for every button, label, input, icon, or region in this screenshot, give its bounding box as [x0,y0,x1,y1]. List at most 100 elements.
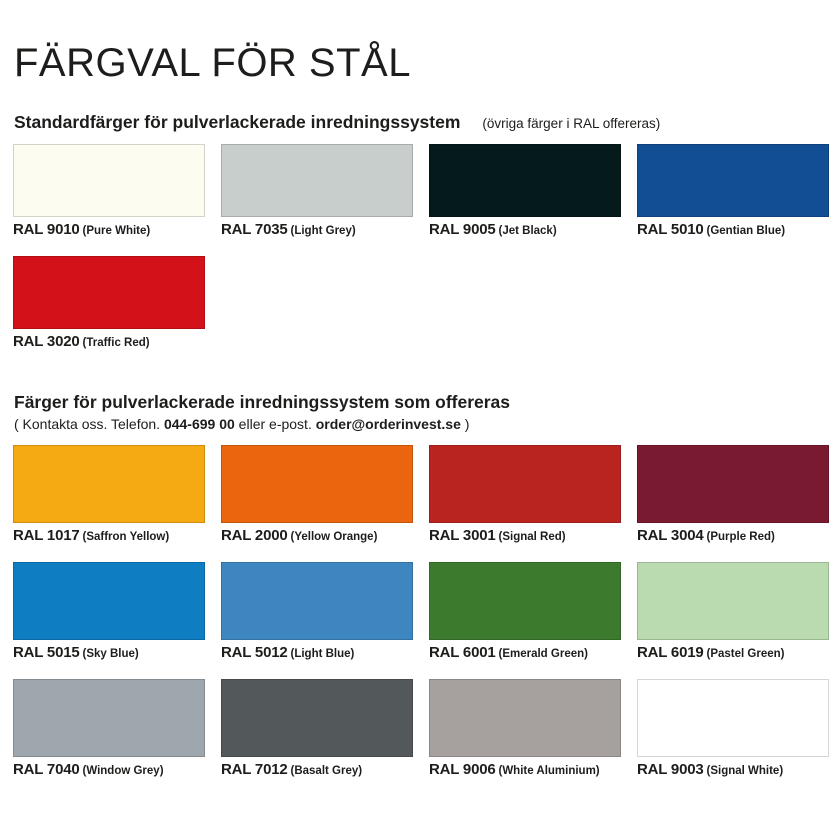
contact-info: ( Kontakta oss. Telefon. 044-699 00 elle… [14,415,840,433]
color-swatch [637,678,829,757]
color-swatch [429,143,621,217]
swatch-label: RAL 7040 (Window Grey) [13,761,205,780]
color-name: (Light Blue) [290,647,355,660]
swatch-card-ral-2000: RAL 2000 (Yellow Orange) [221,444,413,546]
color-name: (Saffron Yellow) [82,530,170,543]
swatch-card-ral-6019: RAL 6019 (Pastel Green) [637,561,829,663]
swatch-card-ral-9006: RAL 9006 (White Aluminium) [429,678,621,780]
color-swatch [221,678,413,757]
swatch-label: RAL 3020 (Traffic Red) [13,333,205,352]
contact-prefix: ( Kontakta oss. Telefon. [14,415,164,432]
color-name: (Pastel Green) [706,647,785,660]
ral-code: RAL 9006 [429,760,496,778]
color-swatch [13,678,205,757]
color-name: (Basalt Grey) [290,764,363,777]
color-swatch [13,143,205,217]
color-name: (Traffic Red) [82,336,150,349]
ral-code: RAL 3004 [637,526,704,544]
color-name: (Pure White) [82,224,151,237]
swatch-label: RAL 7035 (Light Grey) [221,221,413,240]
swatch-card-ral-5012: RAL 5012 (Light Blue) [221,561,413,663]
color-name: (Gentian Blue) [706,224,786,237]
ral-code: RAL 5012 [221,643,288,661]
swatch-label: RAL 5012 (Light Blue) [221,644,413,663]
color-swatch [221,561,413,640]
swatch-card-ral-1017: RAL 1017 (Saffron Yellow) [13,444,205,546]
ral-code: RAL 9010 [13,220,80,238]
color-swatch [13,255,205,329]
ral-code: RAL 1017 [13,526,80,544]
swatch-card-ral-3020: RAL 3020 (Traffic Red) [13,255,205,352]
color-name: (White Aluminium) [498,764,600,777]
ral-code: RAL 9005 [429,220,496,238]
color-swatch [429,561,621,640]
ral-code: RAL 9003 [637,760,704,778]
swatch-label: RAL 9003 (Signal White) [637,761,829,780]
section-standard-header: Standardfärger för pulverlackerade inred… [14,112,840,134]
color-name: (Light Grey) [290,224,356,237]
offered-swatch-grid: RAL 1017 (Saffron Yellow) RAL 2000 (Yellow… [13,444,840,780]
color-name: (Yellow Orange) [290,530,378,543]
color-swatch [221,143,413,217]
contact-email: order@orderinvest.se [315,415,461,432]
swatch-label: RAL 9010 (Pure White) [13,221,205,240]
swatch-label: RAL 7012 (Basalt Grey) [221,761,413,780]
section-offered-heading: Färger för pulverlackerade inredningssys… [14,391,511,412]
ral-code: RAL 3001 [429,526,496,544]
ral-code: RAL 6001 [429,643,496,661]
page-title: FÄRGVAL FÖR STÅL [14,41,411,85]
color-swatch [637,444,829,523]
contact-phone: 044-699 00 [163,415,235,432]
section-offered-header: Färger för pulverlackerade inredningssys… [14,392,840,414]
swatch-label: RAL 5015 (Sky Blue) [13,644,205,663]
swatch-card-ral-7012: RAL 7012 (Basalt Grey) [221,678,413,780]
swatch-card-ral-9005: RAL 9005 (Jet Black) [429,143,621,240]
color-swatch [13,561,205,640]
color-swatch [221,444,413,523]
swatch-card-ral-7040: RAL 7040 (Window Grey) [13,678,205,780]
contact-middle: eller e-post. [234,415,316,432]
color-name: (Signal White) [706,764,784,777]
swatch-card-ral-5015: RAL 5015 (Sky Blue) [13,561,205,663]
swatch-card-ral-9010: RAL 9010 (Pure White) [13,143,205,240]
color-name: (Purple Red) [706,530,775,543]
swatch-label: RAL 6019 (Pastel Green) [637,644,829,663]
color-swatch [13,444,205,523]
section-standard-note: (övriga färger i RAL offereras) [482,116,661,131]
color-name: (Jet Black) [498,224,557,237]
ral-code: RAL 5015 [13,643,80,661]
contact-suffix: ) [460,415,470,432]
swatch-label: RAL 3001 (Signal Red) [429,527,621,546]
color-swatch [429,678,621,757]
swatch-label: RAL 9005 (Jet Black) [429,221,621,240]
swatch-label: RAL 2000 (Yellow Orange) [221,527,413,546]
swatch-label: RAL 6001 (Emerald Green) [429,644,621,663]
ral-code: RAL 7040 [13,760,80,778]
swatch-card-ral-6001: RAL 6001 (Emerald Green) [429,561,621,663]
swatch-label: RAL 1017 (Saffron Yellow) [13,527,205,546]
swatch-card-ral-5010: RAL 5010 (Gentian Blue) [637,143,829,240]
color-name: (Window Grey) [82,764,164,777]
color-name: (Sky Blue) [82,647,139,660]
ral-code: RAL 5010 [637,220,704,238]
swatch-card-ral-7035: RAL 7035 (Light Grey) [221,143,413,240]
ral-code: RAL 7012 [221,760,288,778]
ral-code: RAL 3020 [13,332,80,350]
swatch-label: RAL 3004 (Purple Red) [637,527,829,546]
ral-code: RAL 6019 [637,643,704,661]
color-swatch [637,143,829,217]
color-swatch [637,561,829,640]
swatch-card-ral-3004: RAL 3004 (Purple Red) [637,444,829,546]
swatch-label: RAL 5010 (Gentian Blue) [637,221,829,240]
color-name: (Emerald Green) [498,647,588,660]
ral-code: RAL 2000 [221,526,288,544]
color-swatch [429,444,621,523]
swatch-card-ral-3001: RAL 3001 (Signal Red) [429,444,621,546]
standard-swatch-grid: RAL 9010 (Pure White) RAL 7035 (Light Grey… [13,143,840,352]
section-standard-heading: Standardfärger för pulverlackerade inred… [14,112,461,132]
swatch-card-ral-9003: RAL 9003 (Signal White) [637,678,829,780]
ral-code: RAL 7035 [221,220,288,238]
color-name: (Signal Red) [498,530,566,543]
swatch-label: RAL 9006 (White Aluminium) [429,761,621,780]
